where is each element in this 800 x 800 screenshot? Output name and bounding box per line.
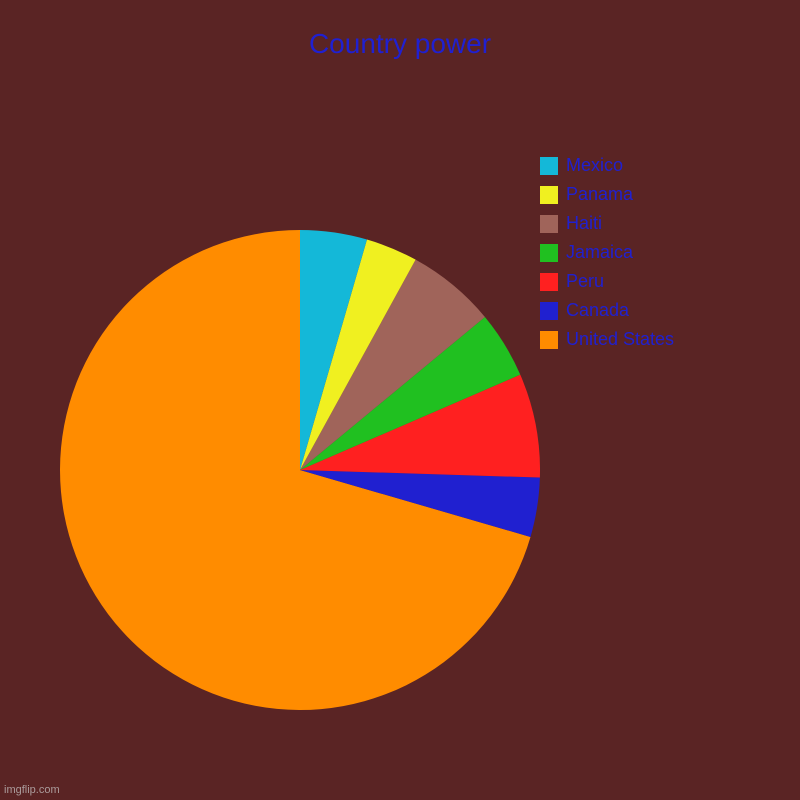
legend-item-united-states: United States <box>540 329 674 350</box>
legend-swatch <box>540 273 558 291</box>
legend-swatch <box>540 302 558 320</box>
legend-item-panama: Panama <box>540 184 674 205</box>
legend-label: Canada <box>566 300 629 321</box>
legend-item-peru: Peru <box>540 271 674 292</box>
legend-item-mexico: Mexico <box>540 155 674 176</box>
legend-swatch <box>540 186 558 204</box>
pie-chart <box>60 230 540 715</box>
legend-label: United States <box>566 329 674 350</box>
chart-title: Country power <box>0 0 800 60</box>
legend-swatch <box>540 331 558 349</box>
legend-item-canada: Canada <box>540 300 674 321</box>
legend-label: Mexico <box>566 155 623 176</box>
legend-swatch <box>540 157 558 175</box>
watermark: imgflip.com <box>4 784 60 796</box>
legend: Mexico Panama Haiti Jamaica Peru Canada United… <box>540 155 674 358</box>
legend-label: Panama <box>566 184 633 205</box>
legend-label: Haiti <box>566 213 602 234</box>
legend-swatch <box>540 215 558 233</box>
legend-item-jamaica: Jamaica <box>540 242 674 263</box>
legend-item-haiti: Haiti <box>540 213 674 234</box>
legend-swatch <box>540 244 558 262</box>
legend-label: Jamaica <box>566 242 633 263</box>
legend-label: Peru <box>566 271 604 292</box>
